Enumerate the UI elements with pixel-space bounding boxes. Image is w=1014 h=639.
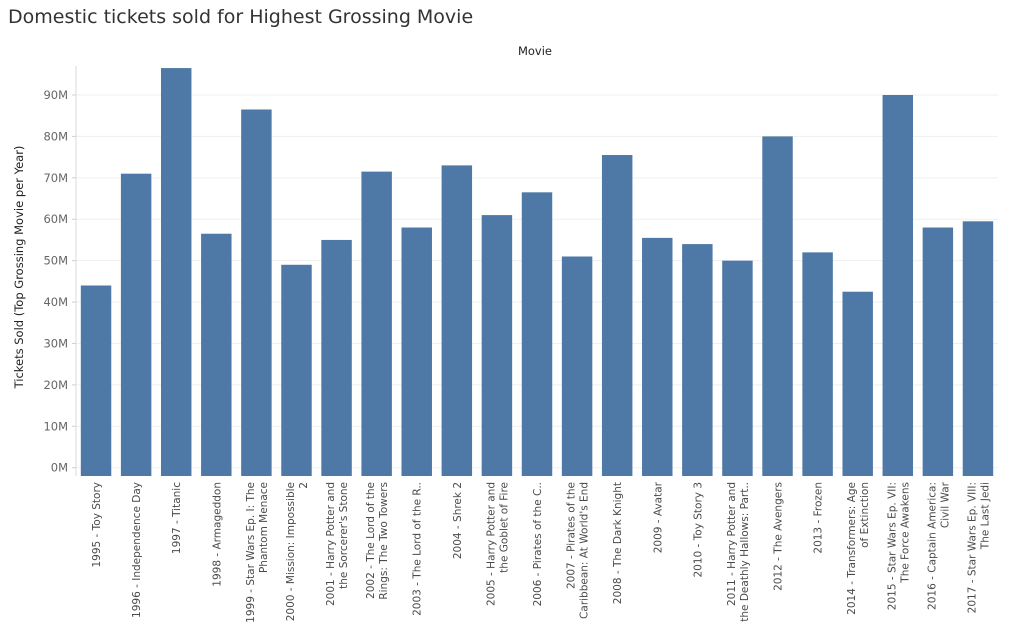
- x-tick-label-line: 1996 - Independence Day: [131, 482, 143, 618]
- y-tick-label: 50M: [43, 254, 68, 268]
- x-tick-label: 2010 - Toy Story 3: [692, 482, 704, 578]
- x-tick-label: 2007 - Pirates of the Caribbean: At World…: [566, 482, 591, 619]
- x-tick-label-line: 2014 - Transformers: Age: [846, 482, 858, 615]
- bar: [241, 109, 272, 476]
- y-tick-label: 70M: [43, 171, 68, 185]
- x-tick-label-line: 2016 - Captain America:: [926, 482, 938, 610]
- x-tick-label-line: The Force Awakens: [899, 482, 911, 584]
- bar: [401, 227, 432, 476]
- bar: [601, 155, 633, 476]
- x-axis: 1995 - Toy Story 1996 - Independence Day 1…: [91, 481, 991, 622]
- bar: [321, 239, 352, 476]
- x-tick-label-line: 2: [298, 482, 310, 489]
- x-tick-label: 1999 - Star Wars Ep. I: The Phantom Menac…: [245, 482, 270, 623]
- bar: [962, 221, 994, 476]
- x-tick-label-line: 2001 - Harry Potter and: [325, 482, 337, 606]
- y-tick-label: 90M: [43, 88, 68, 102]
- y-tick-label: 0M: [51, 461, 68, 475]
- x-tick-label-line: 2015 - Star Wars Ep. VII:: [886, 482, 898, 610]
- x-tick-label-line: 2008 - The Dark Knight: [612, 482, 624, 604]
- x-tick-label: 2013 - Frozen: [813, 482, 825, 554]
- x-tick-label: 2011 - Harry Potter and the Deathly Hallo…: [726, 482, 751, 622]
- bar: [642, 237, 673, 476]
- y-tick-label: 40M: [43, 295, 68, 309]
- bar: [361, 171, 392, 476]
- x-tick-label-line: 2002 - The Lord of the: [365, 482, 377, 599]
- chart-title: Domestic tickets sold for Highest Grossi…: [8, 6, 474, 28]
- y-axis: 0M 10M 20M 30M 40M 50M 60M 70M 80M 90M: [43, 66, 77, 476]
- y-axis-title: Tickets Sold (Top Grossing Movie per Yea…: [12, 146, 26, 390]
- x-tick-label: 2001 - Harry Potter and the Sorcerer's St…: [325, 482, 350, 606]
- x-tick-label: 2016 - Captain America: Civil War: [926, 481, 951, 610]
- bar: [682, 244, 713, 476]
- y-tick-label: 30M: [43, 336, 68, 350]
- bar: [842, 291, 873, 476]
- y-tick-label: 60M: [43, 212, 68, 226]
- x-tick-label: 2003 - The Lord of the R..: [412, 482, 424, 616]
- x-tick-label-line: 2017 - Star Wars Ep. VIII:: [966, 482, 978, 613]
- y-tick-label: 10M: [43, 419, 68, 433]
- x-tick-label: 2015 - Star Wars Ep. VII: The Force Awake…: [886, 482, 911, 610]
- x-tick-label-line: 2013 - Frozen: [813, 482, 825, 554]
- x-tick-label-line: 2000 - Mission: Impossible: [285, 482, 297, 621]
- x-tick-label-line: Phantom Menace: [258, 482, 270, 573]
- x-axis-title: Movie: [518, 44, 552, 58]
- x-tick-label-line: 1995 - Toy Story: [91, 482, 103, 568]
- bar: [441, 165, 473, 477]
- x-tick-label: 2008 - The Dark Knight: [612, 482, 624, 604]
- bar: [80, 285, 112, 476]
- x-tick-label-line: Rings: The Two Towers: [378, 482, 390, 600]
- x-tick-label-line: 1999 - Star Wars Ep. I: The: [245, 482, 257, 623]
- x-tick-label-line: 2004 - Shrek 2: [452, 482, 464, 559]
- x-tick-label-line: the Goblet of Fire: [498, 482, 510, 573]
- x-tick-label: 1995 - Toy Story: [91, 482, 103, 568]
- x-tick-label: 2006 - Pirates of the C..: [532, 482, 544, 606]
- bar: [762, 136, 793, 476]
- bar: [521, 192, 553, 477]
- bar: [882, 94, 914, 476]
- x-tick-label-line: 2011 - Harry Potter and: [726, 482, 738, 606]
- x-tick-label: 2002 - The Lord of the Rings: The Two Tow…: [365, 482, 390, 600]
- y-tick-label: 80M: [43, 129, 68, 143]
- y-tick-label: 20M: [43, 378, 68, 392]
- x-tick-label: 2000 - Mission: Impossible 2: [285, 482, 310, 621]
- x-tick-label-line: 1998 - Armageddon: [211, 482, 223, 587]
- x-tick-label: 2012 - The Avengers: [773, 482, 785, 591]
- x-tick-label: 2004 - Shrek 2: [452, 482, 464, 559]
- x-tick-label-line: 2005 - Harry Potter and: [485, 482, 497, 606]
- bar: [160, 68, 192, 476]
- x-tick-label: 1997 - Titanic: [171, 482, 183, 554]
- bars: [80, 68, 994, 477]
- x-tick-label-line: 2012 - The Avengers: [773, 482, 785, 591]
- x-tick-label-line: of Extinction: [859, 482, 871, 548]
- bar: [120, 173, 152, 477]
- x-tick-label: 2014 - Transformers: Age of Extinction: [846, 482, 871, 615]
- x-tick-label-line: 1997 - Titanic: [171, 482, 183, 554]
- bar: [201, 233, 232, 476]
- x-tick-label: 1996 - Independence Day: [131, 482, 143, 618]
- x-tick-label-line: 2003 - The Lord of the R..: [412, 482, 424, 616]
- x-tick-label-line: 2007 - Pirates of the: [566, 482, 578, 589]
- x-tick-label-line: 2006 - Pirates of the C..: [532, 482, 544, 606]
- x-tick-label: 2017 - Star Wars Ep. VIII: The Last Jedi: [966, 482, 991, 613]
- x-tick-label-line: the Deathly Hallows: Part..: [739, 482, 751, 622]
- bar: [561, 256, 593, 476]
- bar: [802, 252, 833, 476]
- bar: [281, 264, 312, 476]
- x-tick-label-line: the Sorcerer's Stone: [338, 482, 350, 589]
- x-tick-label-line: 2009 - Avatar: [652, 481, 664, 553]
- x-tick-label-line: 2010 - Toy Story 3: [692, 482, 704, 578]
- bar: [722, 260, 753, 476]
- x-tick-label-line: The Last Jedi: [979, 482, 991, 550]
- x-tick-label-line: Caribbean: At World's End: [579, 482, 591, 619]
- x-tick-label-line: Civil War: [939, 481, 951, 528]
- bar: [481, 215, 513, 476]
- x-tick-label: 2009 - Avatar: [652, 481, 664, 553]
- x-tick-label: 2005 - Harry Potter and the Goblet of Fir…: [485, 482, 510, 606]
- x-tick-label: 1998 - Armageddon: [211, 482, 223, 587]
- bar: [922, 227, 954, 476]
